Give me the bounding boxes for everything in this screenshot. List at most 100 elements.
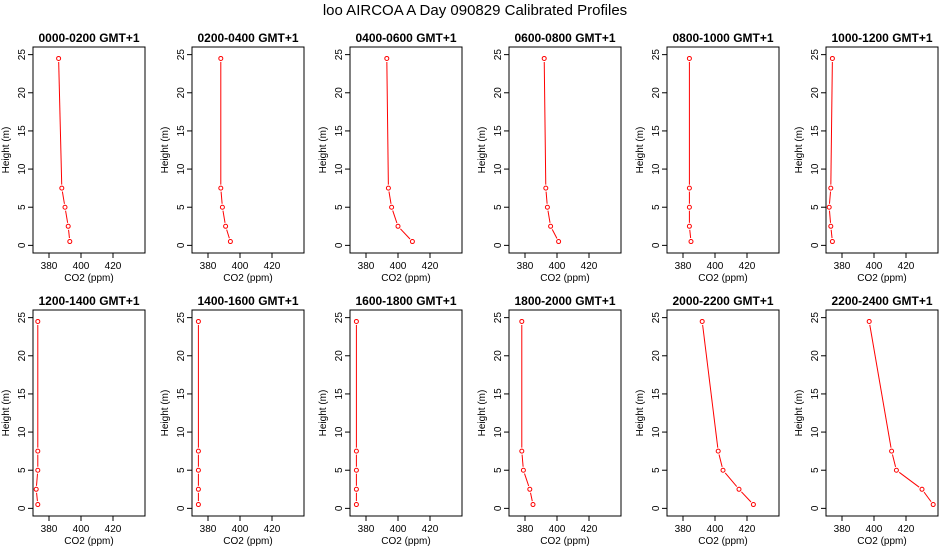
x-tick-label: 380 [517,524,534,535]
plot-frame [349,309,463,517]
x-tick-label: 400 [549,261,566,272]
y-axis-label: Height (m) [477,390,488,437]
x-tick-label: 380 [200,524,217,535]
profile-line-segment [220,191,223,204]
y-tick-label: 20 [651,87,662,99]
profile-point [65,223,71,229]
x-axis-label: CO2 (ppm) [698,273,747,284]
profile-panel-7: 1200-1400 GMT+1 380 400 420 0 5 10 15 20 25 CO2 (p… [1,294,146,547]
plot-frame [666,46,780,254]
profile-line-segment [689,229,692,239]
profile-point [409,239,415,245]
profile-line-segment [65,210,69,223]
y-tick-label: 5 [493,204,504,210]
x-tick-label: 420 [581,261,598,272]
y-tick-label: 15 [176,388,187,400]
profile-panel-11: 2000-2200 GMT+1 380 400 420 0 5 10 15 20 25 CO2 (p… [635,294,780,547]
profile-point [385,185,391,191]
plot-frame [825,46,939,254]
profile-point [67,239,73,245]
y-tick-label: 5 [651,467,662,473]
x-tick-label: 420 [739,261,756,272]
profile-point [35,448,41,454]
profile-panel-9: 1600-1800 GMT+1 380 400 420 0 5 10 15 20 25 CO2 (p… [318,294,463,547]
y-axis-label: Height (m) [318,390,329,437]
x-axis-label: CO2 (ppm) [64,273,113,284]
y-tick-label: 25 [493,312,504,324]
profile-point [543,185,549,191]
y-tick-label: 0 [651,505,662,511]
profile-panel-6: 1000-1200 GMT+1 380 400 420 0 5 10 15 20 25 CO2 (p… [794,31,939,284]
panel-title: 0600-0800 GMT+1 [514,31,615,45]
profile-line-segment [898,471,920,488]
plot-frame [825,309,939,517]
plot-frame [508,309,622,517]
profile-line-segment [830,229,833,239]
x-tick-label: 380 [517,261,534,272]
profile-point [62,204,68,210]
profile-point [353,467,359,473]
profile-point [395,223,401,229]
profile-panel-5: 0800-1000 GMT+1 380 400 420 0 5 10 15 20 25 CO2 (p… [635,31,780,284]
y-tick-label: 5 [334,204,345,210]
x-tick-label: 400 [390,261,407,272]
panel-title: 2200-2400 GMT+1 [831,294,932,308]
profile-line-segment [58,61,63,185]
profile-point [389,204,395,210]
y-tick-label: 10 [176,163,187,175]
y-tick-label: 10 [810,163,821,175]
profile-point [519,448,525,454]
x-axis-label: CO2 (ppm) [857,536,906,547]
profile-line-segment [61,191,65,204]
profile-line-segment [386,61,389,185]
panel-title: 1800-2000 GMT+1 [514,294,615,308]
panel-title: 0800-1000 GMT+1 [672,31,773,45]
y-tick-label: 20 [176,87,187,99]
x-axis-label: CO2 (ppm) [540,273,589,284]
y-tick-label: 20 [17,350,28,362]
y-tick-label: 10 [493,163,504,175]
x-axis-label: CO2 (ppm) [64,536,113,547]
profile-point [826,204,832,210]
profile-line-segment [741,491,752,503]
y-tick-label: 25 [493,49,504,61]
profile-point [33,486,39,492]
x-axis-label: CO2 (ppm) [381,536,430,547]
y-axis-label: Height (m) [160,390,171,437]
y-axis-label: Height (m) [794,390,805,437]
x-axis-label: CO2 (ppm) [698,536,747,547]
profile-line-segment [521,454,524,467]
x-tick-label: 420 [105,524,122,535]
plot-frame [508,46,622,254]
x-tick-label: 380 [834,524,851,535]
y-axis-label: Height (m) [794,127,805,174]
profile-panel-3: 0400-0600 GMT+1 380 400 420 0 5 10 15 20 25 CO2 (p… [318,31,463,284]
y-tick-label: 10 [17,163,28,175]
y-tick-label: 0 [17,242,28,248]
profile-point [829,55,835,61]
profile-line-segment [222,210,226,223]
x-tick-label: 380 [675,261,692,272]
y-axis-label: Height (m) [318,127,329,174]
x-axis-label: CO2 (ppm) [857,273,906,284]
profile-line-segment [36,492,38,502]
x-tick-label: 380 [41,261,58,272]
x-tick-label: 400 [707,524,724,535]
profile-line-segment [547,210,551,223]
y-tick-label: 5 [810,204,821,210]
profile-point [889,448,895,454]
profile-point [893,467,899,473]
plot-frame [191,46,305,254]
x-tick-label: 420 [898,261,915,272]
x-tick-label: 420 [105,261,122,272]
x-tick-label: 420 [422,261,439,272]
profile-point [56,55,62,61]
profile-line-segment [828,191,832,204]
profile-point [35,318,41,324]
y-tick-label: 20 [493,350,504,362]
y-axis-label: Height (m) [635,390,646,437]
profile-line-segment [400,228,411,240]
profile-line-segment [718,454,723,467]
